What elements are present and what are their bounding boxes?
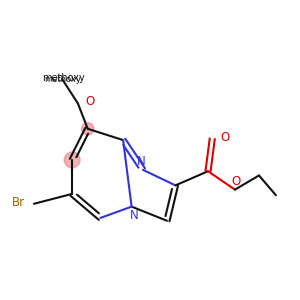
Circle shape [82, 122, 94, 135]
Text: O: O [86, 95, 95, 108]
Circle shape [64, 152, 80, 168]
Text: O: O [220, 131, 230, 144]
Text: N: N [130, 208, 138, 222]
Text: N: N [137, 155, 146, 168]
Text: O: O [232, 175, 241, 188]
Text: methoxy: methoxy [42, 73, 85, 83]
Text: Br: Br [12, 196, 26, 209]
Text: methoxy: methoxy [44, 75, 81, 84]
